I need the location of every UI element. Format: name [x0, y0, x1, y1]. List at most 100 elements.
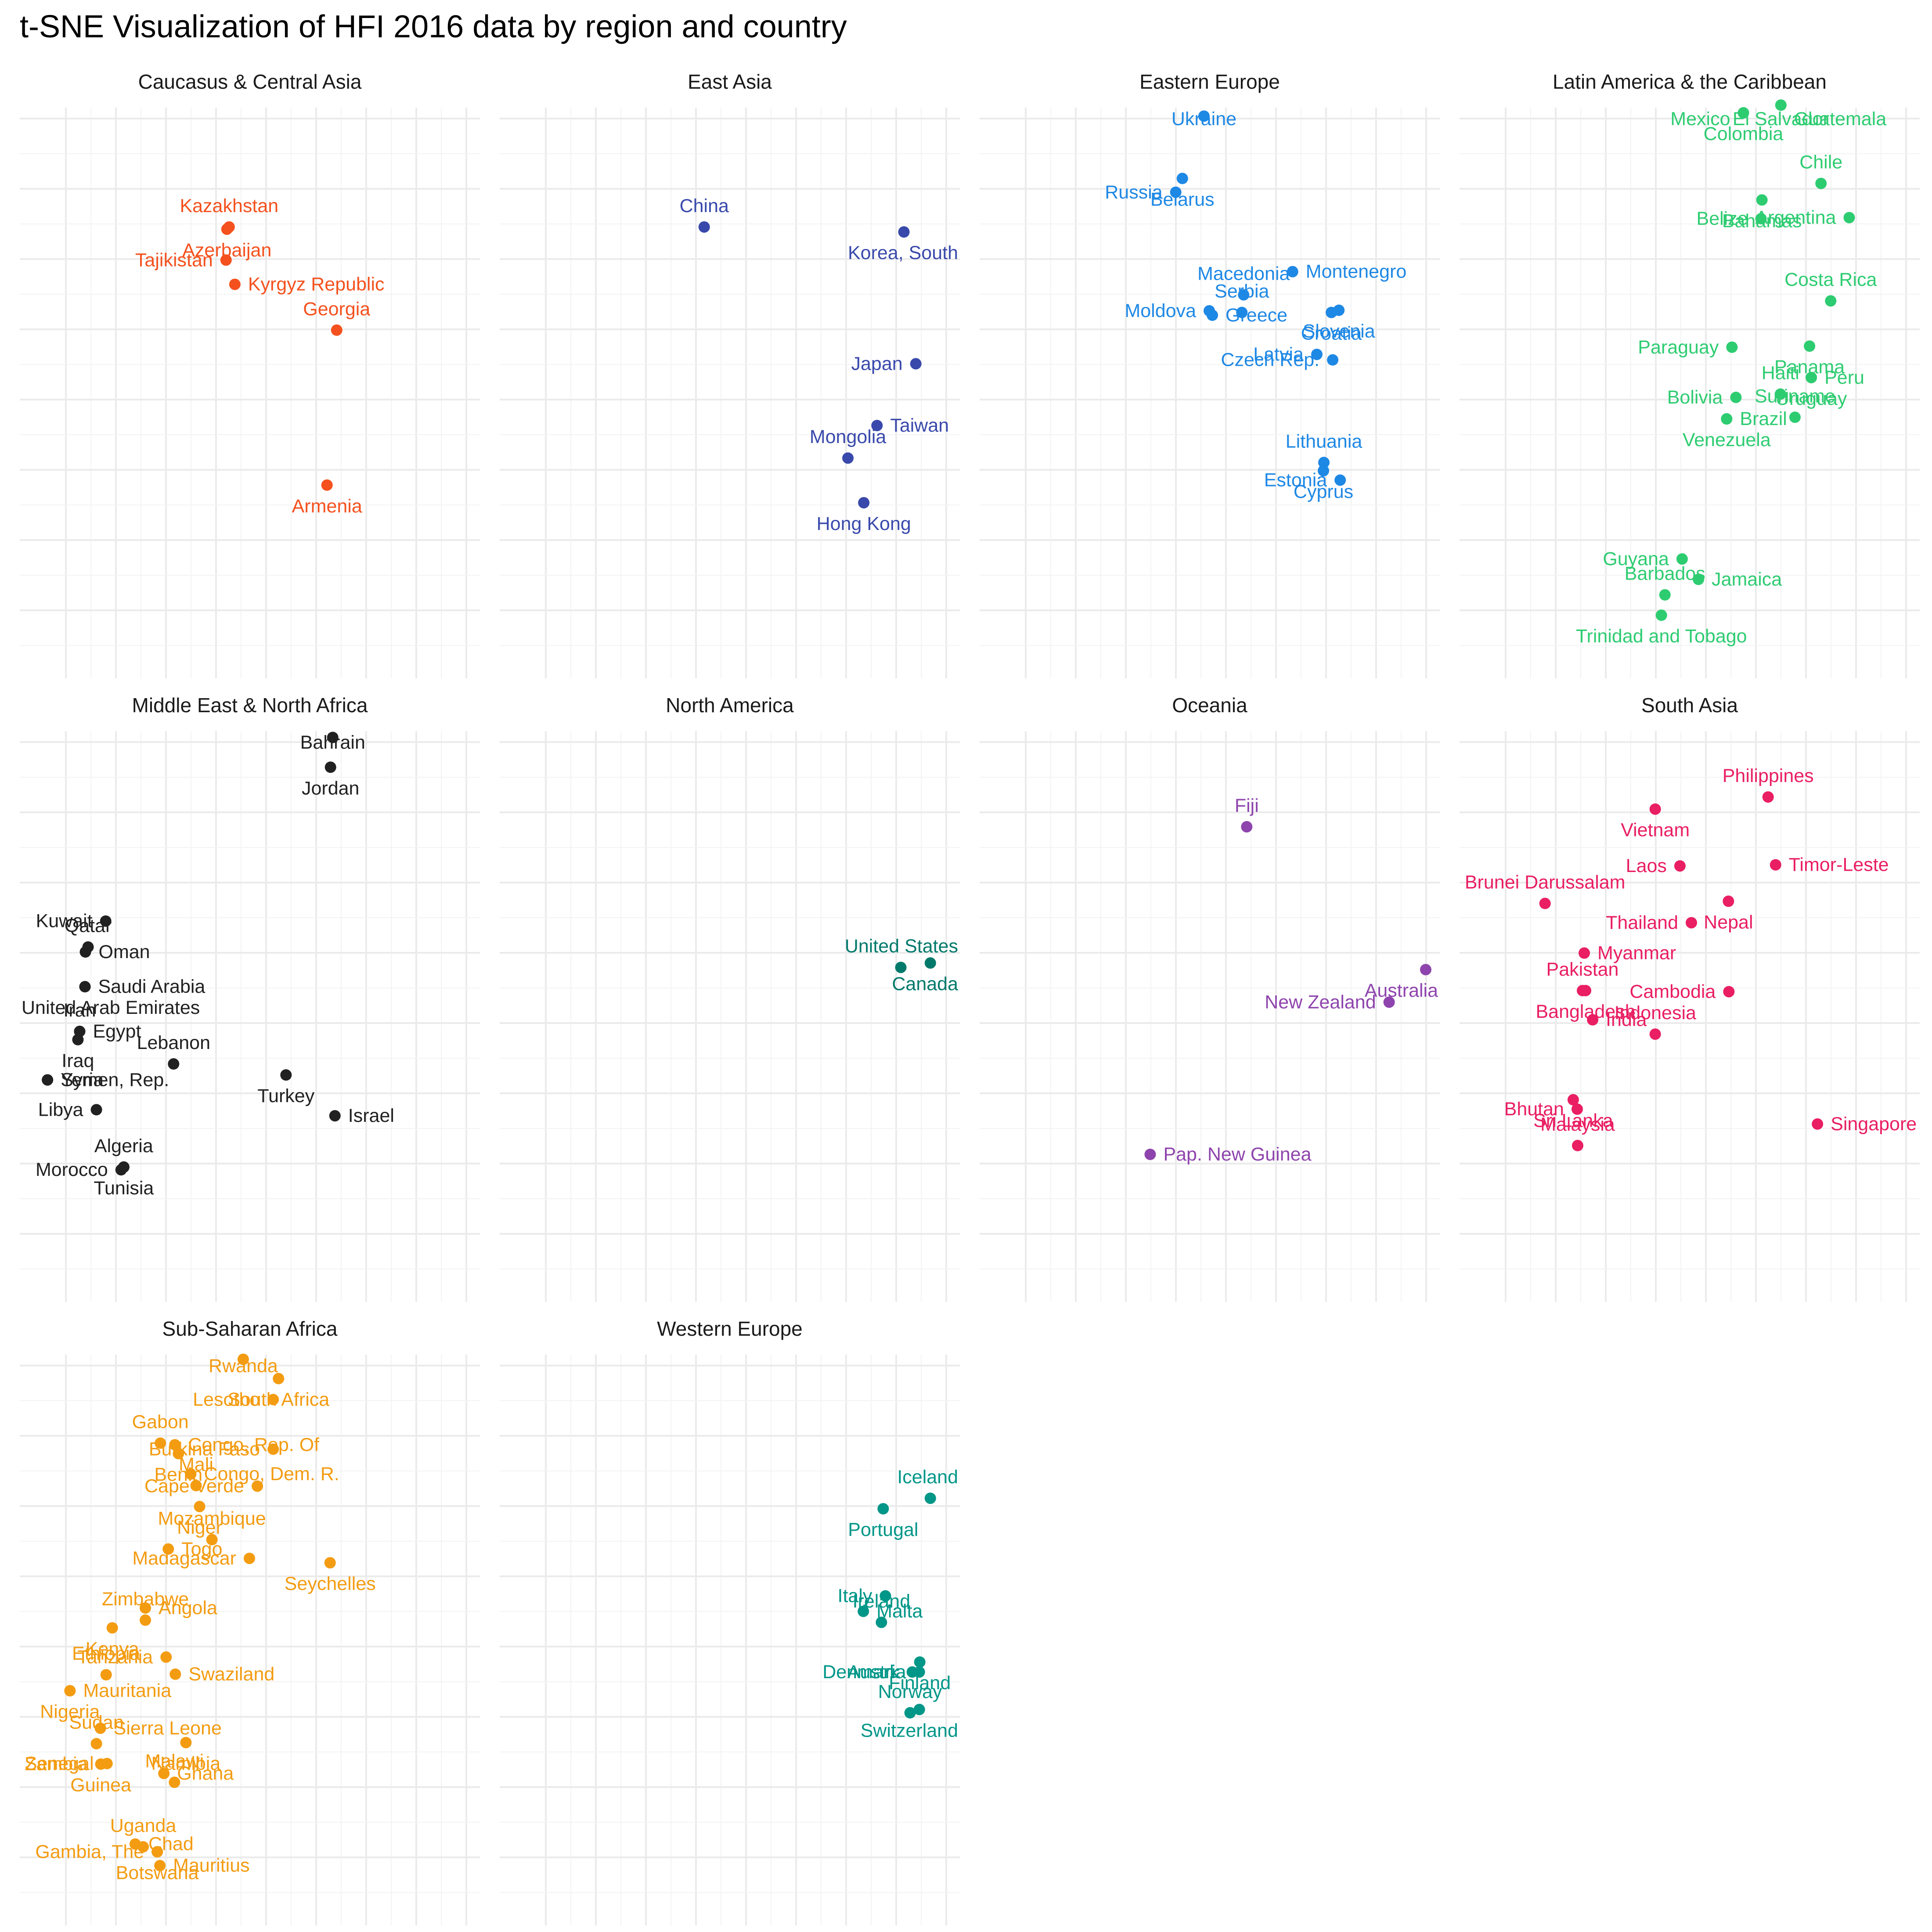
- point-azerbaijan: [221, 223, 233, 235]
- point-taiwan: [871, 420, 883, 432]
- point-saudi-arabia: [79, 981, 91, 993]
- label-seychelles: Seychelles: [285, 1573, 376, 1594]
- label-senegal: Senegal: [25, 1753, 94, 1774]
- chart-title: t-SNE Visualization of HFI 2016 data by …: [20, 9, 847, 44]
- label-jamaica: Jamaica: [1712, 569, 1782, 590]
- point-kyrgyz-republic: [229, 278, 241, 290]
- label-croatia: Croatia: [1301, 323, 1362, 344]
- label-philippines: Philippines: [1723, 765, 1814, 786]
- label-sudan: Sudan: [69, 1712, 123, 1733]
- label-sierra-leone: Sierra Leone: [114, 1718, 222, 1739]
- facet-panels: Caucasus & Central AsiaKazakhstanAzerbai…: [20, 70, 1920, 1925]
- point-belize: [1755, 213, 1767, 225]
- label-bolivia: Bolivia: [1667, 387, 1723, 408]
- facet-title: Latin America & the Caribbean: [1553, 70, 1827, 93]
- point-uruguay: [1806, 371, 1817, 383]
- point-japan: [910, 358, 922, 370]
- label-ethiopia: Ethiopia: [72, 1643, 140, 1664]
- point-barbados: [1659, 589, 1671, 601]
- point-estonia: [1334, 474, 1346, 486]
- label-armenia: Armenia: [292, 496, 362, 517]
- label-denmark: Denmark: [822, 1662, 899, 1683]
- label-jordan: Jordan: [302, 778, 359, 799]
- point-libya: [90, 1104, 102, 1116]
- label-vietnam: Vietnam: [1621, 820, 1690, 841]
- label-brunei-darussalam: Brunei Darussalam: [1465, 872, 1626, 893]
- label-paraguay: Paraguay: [1638, 337, 1719, 358]
- point-croatia: [1326, 306, 1337, 318]
- point-jamaica: [1693, 573, 1705, 585]
- point-china: [698, 221, 710, 233]
- label-lebanon: Lebanon: [137, 1032, 210, 1053]
- label-angola: Angola: [159, 1597, 217, 1618]
- point-greece: [1207, 309, 1218, 321]
- point-niger: [194, 1501, 205, 1513]
- point-namibia: [180, 1737, 192, 1748]
- label-qatar: Qatar: [65, 916, 112, 937]
- label-bhutan: Bhutan: [1504, 1099, 1564, 1120]
- label-egypt: Egypt: [93, 1021, 141, 1042]
- point-malta: [858, 1605, 869, 1617]
- point-lithuania: [1318, 457, 1330, 469]
- point-myanmar: [1579, 947, 1590, 959]
- point-indonesia: [1649, 1028, 1661, 1040]
- facet-western-europe: Western EuropeIcelandPortugalItalyMaltaI…: [500, 1317, 960, 1925]
- gridlines: [1460, 731, 1920, 1302]
- gridlines: [500, 1355, 960, 1925]
- point-bolivia: [1730, 392, 1742, 404]
- point-qatar: [82, 941, 94, 953]
- point-mongolia: [842, 452, 854, 464]
- point-vietnam: [1649, 803, 1661, 815]
- label-czech-rep: Czech Rep.: [1221, 350, 1319, 371]
- label-mongolia: Mongolia: [810, 426, 887, 447]
- label-iceland: Iceland: [897, 1467, 958, 1488]
- point-thailand: [1686, 917, 1698, 929]
- point-yemen-rep: [42, 1074, 54, 1086]
- point-morocco: [115, 1164, 127, 1176]
- label-libya: Libya: [38, 1099, 83, 1120]
- label-georgia: Georgia: [303, 299, 370, 320]
- label-fiji: Fiji: [1235, 795, 1259, 816]
- label-oman: Oman: [99, 941, 150, 962]
- label-turkey: Turkey: [257, 1085, 314, 1107]
- point-turkey: [280, 1069, 292, 1081]
- point-congo-rep-of: [169, 1439, 181, 1451]
- point-iceland: [924, 1492, 936, 1504]
- facet-north-america: North America United States Canada: [500, 694, 960, 1302]
- point-belarus: [1176, 173, 1188, 184]
- gridlines: [980, 731, 1440, 1302]
- facet-title: East Asia: [688, 70, 772, 93]
- label-new-zealand: New Zealand: [1265, 991, 1376, 1013]
- point-sri-lanka: [1567, 1094, 1579, 1106]
- point-tajikistan: [220, 254, 232, 266]
- label-algeria: Algeria: [94, 1135, 153, 1157]
- label-mexico: Mexico: [1670, 108, 1730, 130]
- label-china: China: [680, 195, 729, 216]
- point-armenia: [321, 479, 333, 491]
- point-south-africa: [273, 1373, 285, 1384]
- label-iran: Iran: [63, 1000, 96, 1021]
- label-portugal: Portugal: [848, 1519, 918, 1540]
- point-malaysia: [1572, 1139, 1583, 1151]
- point-laos: [1674, 860, 1686, 872]
- label-rwanda: Rwanda: [209, 1355, 278, 1377]
- point-haiti: [1774, 388, 1786, 400]
- label-italy: Italy: [838, 1586, 872, 1607]
- label-malaysia: Malaysia: [1540, 1114, 1615, 1135]
- label-madagascar: Madagascar: [132, 1548, 236, 1569]
- label-uganda: Uganda: [110, 1815, 177, 1836]
- point-serbia: [1236, 306, 1248, 318]
- label-cape-verde: Cape Verde: [144, 1476, 244, 1497]
- label-kazakhstan: Kazakhstan: [180, 195, 278, 216]
- facet-east-asia: East Asia China Korea, South Japan TaiwanMon…: [500, 70, 960, 678]
- facet-title: Middle East & North Africa: [132, 694, 368, 717]
- label-montenegro: Montenegro: [1306, 261, 1407, 282]
- label-guatemala: Guatemala: [1794, 108, 1886, 130]
- point-mauritania: [64, 1685, 76, 1697]
- gridlines: [980, 108, 1440, 678]
- label-mauritius: Mauritius: [173, 1855, 249, 1876]
- label-mozambique: Mozambique: [158, 1508, 266, 1529]
